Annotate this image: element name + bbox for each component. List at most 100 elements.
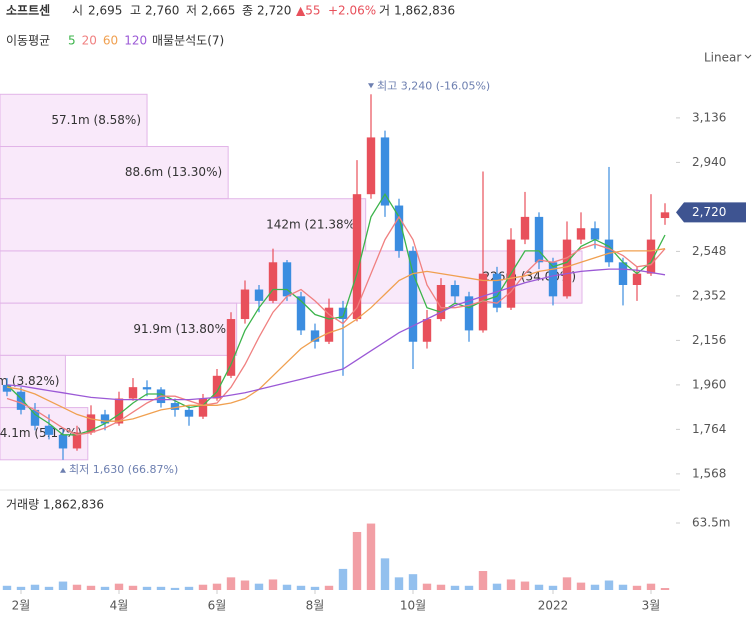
- volume-bar: [254, 583, 264, 590]
- profile-bar: [0, 198, 367, 252]
- chevron[interactable]: [744, 54, 752, 59]
- candle-body: [436, 284, 446, 320]
- close-label: 종: [242, 4, 253, 18]
- volume-bar: [646, 583, 656, 590]
- volume-bar: [478, 571, 488, 590]
- y-tick-label: 1,960: [692, 377, 726, 391]
- volume-bar: [534, 584, 544, 590]
- scale-toggle[interactable]: Linear: [704, 51, 741, 65]
- candle-body: [72, 432, 82, 449]
- profile-bar: [0, 146, 229, 200]
- candle-body: [366, 137, 376, 195]
- candle-body: [338, 307, 348, 320]
- profile-label: 25.4m (3.82%): [0, 374, 59, 388]
- x-tick-label: 2월: [12, 599, 31, 613]
- x-tick-label: 4월: [110, 599, 129, 613]
- volume-bar: [310, 586, 320, 590]
- volume-bar: [604, 580, 614, 590]
- x-tick-label: 2022: [538, 599, 569, 613]
- volume-bar: [520, 581, 530, 590]
- candle-body: [198, 398, 208, 417]
- candle-body: [492, 273, 502, 308]
- low-label: 저: [186, 4, 197, 18]
- volume-bar: [576, 582, 586, 590]
- candle-body: [534, 216, 544, 263]
- y-tick-label: 2,940: [692, 155, 726, 169]
- profile-bar: [0, 302, 238, 356]
- ma-line: [6, 268, 666, 401]
- volume-bar: [590, 584, 600, 590]
- volume-tick-label: 63.5m: [692, 516, 730, 530]
- price-badge: [676, 202, 746, 223]
- volume-bar: [436, 584, 446, 590]
- candle-body: [618, 262, 628, 285]
- legend-entry: 20: [82, 34, 97, 48]
- volume-bar: [380, 558, 390, 590]
- candle-body: [310, 330, 320, 342]
- candle-body: [632, 273, 642, 285]
- candle-body: [450, 284, 460, 297]
- candle-body: [268, 262, 278, 301]
- candle-body: [660, 212, 670, 219]
- candle-body: [58, 434, 68, 449]
- volume-bar: [324, 585, 334, 590]
- annotation-marker: [60, 467, 66, 473]
- candle-body: [478, 273, 488, 331]
- legend-entry: 60: [103, 34, 118, 48]
- high-label: 고: [130, 4, 141, 18]
- candle-body: [240, 289, 250, 320]
- header: 소프트센 시 2,695 고 2,760 저 2,665 종 2,720 ▲55…: [6, 3, 455, 18]
- candle-body: [86, 414, 96, 433]
- candle-body: [184, 409, 194, 417]
- candle-body: [296, 296, 306, 331]
- volume-bar: [240, 580, 250, 590]
- volume-bar: [562, 577, 572, 590]
- volume-bar: [450, 585, 460, 590]
- candle-body: [604, 239, 614, 263]
- volume-bar: [198, 584, 208, 590]
- volume-bar: [464, 585, 474, 590]
- candle-body: [352, 194, 362, 320]
- volume-bar: [352, 531, 362, 590]
- candle-body: [324, 307, 334, 342]
- close: 2,720: [257, 4, 291, 18]
- x-tick-label: 6월: [208, 599, 227, 613]
- volume-bar: [338, 568, 348, 590]
- annotation-marker: [368, 83, 374, 89]
- ma-label: 이동평균: [6, 34, 50, 48]
- annotation: 최고 3,240 (-16.05%): [377, 79, 490, 92]
- candle-body: [646, 239, 656, 274]
- candle-body: [170, 403, 180, 410]
- candle-body: [422, 319, 432, 342]
- volume-bar: [156, 586, 166, 590]
- volume-bar: [212, 583, 222, 590]
- volume-bar: [618, 584, 628, 590]
- y-tick-label: 2,548: [692, 244, 726, 258]
- candle-body: [520, 216, 530, 240]
- volume-bar: [170, 587, 180, 590]
- candle-body: [548, 262, 558, 297]
- x-tick-label: 8월: [306, 599, 325, 613]
- candle-body: [212, 375, 222, 399]
- volume-bar: [548, 585, 558, 590]
- candle-body: [2, 384, 12, 392]
- y-tick-label: 2,352: [692, 288, 726, 302]
- volume-bar: [142, 586, 152, 590]
- candle-body: [30, 409, 40, 426]
- candle-body: [464, 296, 474, 331]
- candle-body: [590, 228, 600, 240]
- profile-label: 57.1m (8.58%): [51, 113, 141, 127]
- candle-body: [282, 262, 292, 297]
- profile-label: 142m (21.38%): [266, 217, 360, 231]
- profile-label: 91.9m (13.80%): [133, 322, 230, 336]
- volume-bar: [128, 585, 138, 590]
- volume-bar: [660, 588, 670, 590]
- profile-bar: [0, 93, 148, 148]
- candle-body: [16, 391, 26, 410]
- change: ▲55: [296, 4, 321, 18]
- ma-line: [6, 215, 666, 436]
- candle-body: [100, 414, 110, 424]
- volume-bar: [86, 585, 96, 590]
- volume-bar: [2, 585, 12, 590]
- low: 2,665: [201, 4, 235, 18]
